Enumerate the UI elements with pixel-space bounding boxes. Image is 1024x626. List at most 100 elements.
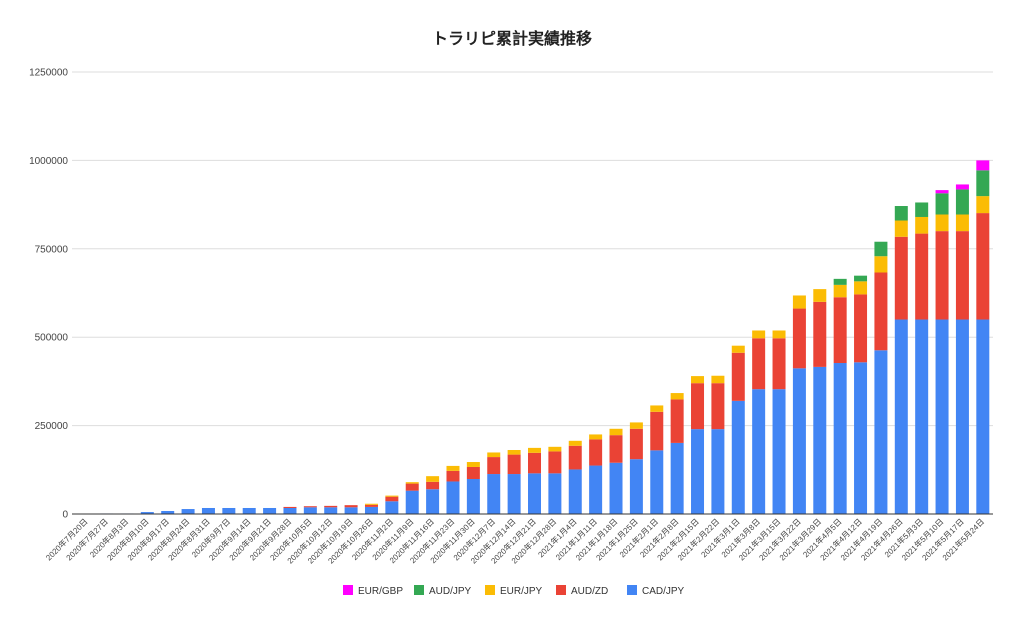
bar-segment-aud-jpy	[833, 278, 847, 285]
bar-segment-cad-jpy	[772, 389, 786, 514]
bar-segment-aud-zd	[813, 301, 827, 367]
bar-segment-aud-zd	[426, 481, 440, 490]
bar-segment-eur-jpy	[874, 256, 888, 273]
x-axis-ticks: 2020年7月20日2020年7月27日2020年8月3日2020年8月10日2…	[44, 516, 987, 565]
bar-segment-aud-zd	[405, 483, 419, 491]
bar-segment-cad-jpy	[181, 509, 195, 514]
bar-segment-cad-jpy	[242, 507, 256, 514]
legend-item: EUR/JPY	[485, 585, 543, 597]
bar-segment-aud-zd	[955, 231, 969, 320]
bar-segment-eur-jpy	[629, 422, 643, 429]
bar-segment-eur-jpy	[405, 482, 419, 484]
bar-segment-aud-zd	[935, 231, 949, 320]
bar-segment-aud-jpy	[894, 206, 908, 221]
bar-segment-aud-zd	[609, 435, 623, 463]
bar-segment-eur-jpy	[772, 330, 786, 339]
bar-segment-cad-jpy	[385, 501, 399, 514]
bar-segment-cad-jpy	[344, 507, 358, 514]
bar-segment-eur-jpy	[915, 216, 929, 234]
bar-segment-aud-zd	[364, 504, 378, 507]
bar-segment-cad-jpy	[976, 319, 990, 514]
bar-segment-cad-jpy	[629, 459, 643, 514]
bar-segment-cad-jpy	[792, 368, 806, 514]
bar-segment-aud-zd	[446, 470, 460, 482]
bar-segment-eur-jpy	[670, 393, 684, 400]
legend-item: CAD/JPY	[627, 585, 685, 597]
bar-segment-eur-jpy	[813, 289, 827, 302]
legend-label: EUR/GBP	[358, 586, 403, 597]
bar-segment-eur-jpy	[385, 495, 399, 497]
bar-segment-aud-zd	[976, 213, 990, 320]
bar-segment-aud-zd	[629, 428, 643, 460]
legend-swatch	[485, 585, 495, 595]
bar-segment-cad-jpy	[161, 510, 175, 514]
bar-segment-aud-zd	[854, 294, 868, 363]
bar-segment-cad-jpy	[283, 507, 297, 514]
bar-segment-cad-jpy	[955, 319, 969, 514]
bar-segment-cad-jpy	[833, 363, 847, 514]
bar-segment-eur-jpy	[589, 434, 603, 440]
bar-segment-cad-jpy	[691, 429, 705, 514]
bar-segment-eur-jpy	[955, 214, 969, 232]
legend-swatch	[343, 585, 353, 595]
bar-segment-cad-jpy	[609, 462, 623, 514]
bar-segment-cad-jpy	[752, 389, 766, 514]
chart-title: トラリピ累計実績推移	[432, 29, 592, 48]
legend-swatch	[556, 585, 566, 595]
bar-segment-cad-jpy	[650, 450, 664, 514]
bar-segment-aud-jpy	[955, 189, 969, 215]
y-tick-label: 0	[62, 510, 68, 521]
bar-segment-cad-jpy	[915, 319, 929, 514]
bar-segment-aud-zd	[874, 272, 888, 351]
bar-segment-cad-jpy	[548, 473, 562, 514]
bar-segment-eur-jpy	[528, 447, 541, 453]
bar-segment-cad-jpy	[405, 490, 419, 514]
bar-segment-eur-jpy	[487, 452, 501, 458]
bar-segment-cad-jpy	[364, 506, 378, 514]
bars	[79, 160, 990, 515]
bar-segment-cad-jpy	[303, 507, 317, 514]
bar-segment-eur-jpy	[691, 376, 705, 384]
bar-segment-aud-zd	[548, 451, 562, 474]
bar-segment-eur-jpy	[650, 405, 664, 412]
bar-segment-cad-jpy	[140, 512, 154, 514]
bar-segment-cad-jpy	[894, 319, 908, 514]
bar-segment-eur-gbp	[976, 160, 990, 171]
bar-segment-aud-jpy	[935, 193, 949, 215]
bar-segment-cad-jpy	[874, 350, 888, 514]
bar-segment-eur-jpy	[854, 281, 868, 295]
bar-segment-aud-zd	[589, 439, 603, 466]
legend-label: AUD/JPY	[429, 586, 472, 597]
bar-segment-eur-jpy	[426, 476, 440, 482]
legend: EUR/GBP AUD/JPY EUR/JPY AUD/ZD CAD/JPY	[343, 585, 685, 597]
bar-segment-cad-jpy	[528, 473, 541, 514]
bar-segment-cad-jpy	[711, 429, 725, 514]
bar-segment-cad-jpy	[589, 465, 603, 514]
y-tick-label: 500000	[35, 333, 69, 344]
bar-segment-cad-jpy	[854, 362, 868, 514]
legend-label: AUD/ZD	[571, 586, 608, 597]
bar-segment-eur-jpy	[507, 449, 521, 455]
bar-segment-aud-zd	[915, 233, 929, 320]
bar-segment-eur-jpy	[935, 214, 949, 232]
bar-segment-aud-zd	[711, 383, 725, 430]
bar-segment-eur-jpy	[894, 220, 908, 237]
bar-segment-cad-jpy	[426, 489, 440, 514]
bar-segment-cad-jpy	[201, 507, 215, 514]
legend-label: CAD/JPY	[642, 586, 685, 597]
bar-segment-aud-zd	[487, 457, 501, 475]
bar-segment-aud-jpy	[915, 202, 929, 217]
bar-segment-aud-zd	[344, 505, 358, 508]
bar-segment-eur-jpy	[752, 330, 766, 339]
legend-item: AUD/JPY	[414, 585, 472, 597]
bar-segment-cad-jpy	[466, 478, 480, 514]
bar-segment-aud-zd	[528, 452, 541, 474]
legend-item: AUD/ZD	[556, 585, 608, 597]
bar-segment-cad-jpy	[568, 469, 582, 514]
bar-segment-cad-jpy	[670, 442, 684, 514]
bar-segment-eur-jpy	[609, 428, 623, 436]
bar-segment-aud-zd	[670, 399, 684, 443]
bar-segment-aud-zd	[283, 506, 297, 508]
bar-segment-aud-zd	[772, 338, 786, 390]
